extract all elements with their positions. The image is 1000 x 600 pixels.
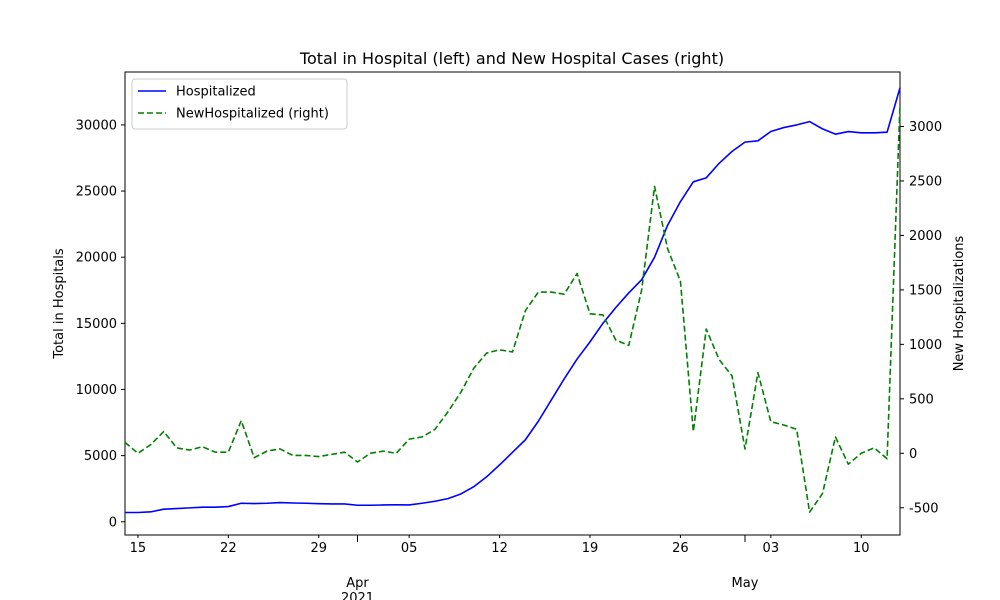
y-left-tick-label: 20000 <box>76 251 117 266</box>
series-layer <box>124 87 901 514</box>
y-right-tick-label: -500 <box>909 501 939 516</box>
y-axis-right: -500 0 500 1000 1500 2000 2500 3000 <box>900 120 942 516</box>
y-axis-left-title: Total in Hospitals <box>52 248 67 360</box>
y-right-tick-label: 1000 <box>909 338 942 353</box>
y-left-tick-label: 30000 <box>76 118 117 133</box>
x-tick-label: 26 <box>672 541 689 556</box>
x-tick-label: 05 <box>401 541 418 556</box>
y-right-tick-label: 3000 <box>909 120 942 135</box>
y-axis-right-title: New Hospitalizations <box>952 235 967 371</box>
x-tick-label: 12 <box>491 541 508 556</box>
y-right-tick-label: 1500 <box>909 283 942 298</box>
y-right-tick-label: 2500 <box>909 174 942 189</box>
chart-title: Total in Hospital (left) and New Hospita… <box>299 49 724 68</box>
y-left-tick-label: 0 <box>109 515 117 530</box>
legend: Hospitalized NewHospitalized (right) <box>131 78 348 130</box>
y-left-tick-label: 15000 <box>76 317 117 332</box>
x-tick-label: 22 <box>220 541 237 556</box>
plot-area <box>124 71 901 536</box>
series-line-hospitalized <box>125 87 901 514</box>
y-axis-left: 0 5000 10000 15000 20000 25000 30000 <box>76 118 125 530</box>
x-tick-label: 15 <box>130 541 147 556</box>
y-right-tick-label: 0 <box>909 447 917 462</box>
legend-box <box>131 78 348 130</box>
x-major-tick-label: May <box>732 576 759 591</box>
x-tick-label: 19 <box>582 541 599 556</box>
legend-label-new-hospitalized: NewHospitalized (right) <box>176 107 329 122</box>
legend-label-hospitalized: Hospitalized <box>176 85 256 100</box>
series-line-new-hospitalized <box>124 104 901 513</box>
y-left-tick-label: 5000 <box>84 449 117 464</box>
y-right-tick-label: 2000 <box>909 229 942 244</box>
y-right-tick-label: 500 <box>909 392 934 407</box>
plot-frame <box>124 71 901 536</box>
x-tick-label: 29 <box>310 541 327 556</box>
x-major-tick-sublabel: 2021 <box>341 591 374 600</box>
x-tick-label: 10 <box>853 541 870 556</box>
x-major-tick-label: Apr <box>346 576 369 591</box>
y-left-tick-label: 10000 <box>76 383 117 398</box>
x-tick-label: 03 <box>763 541 780 556</box>
y-left-tick-label: 25000 <box>76 185 117 200</box>
